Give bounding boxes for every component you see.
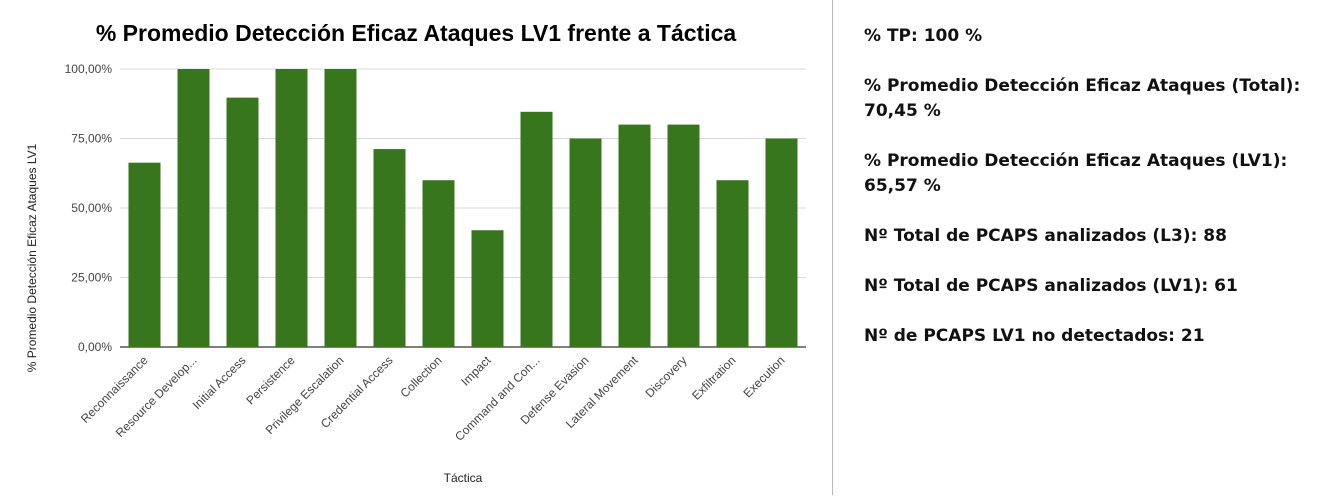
bar[interactable] — [373, 149, 406, 347]
stat-not-detected: Nº de PCAPS LV1 no detectados: 21 — [864, 326, 1205, 346]
chart-panel: % Promedio Detección Eficaz Ataques LV1 … — [25, 20, 806, 485]
y-tick-label: 75,00% — [71, 132, 112, 146]
bar[interactable] — [226, 97, 259, 347]
bar[interactable] — [471, 230, 504, 347]
bar[interactable] — [520, 111, 553, 347]
stat-tp: % TP: 100 % — [864, 26, 983, 46]
y-tick-label: 25,00% — [71, 271, 112, 285]
stats-panel: % TP: 100 % % Promedio Detección Eficaz … — [864, 24, 1304, 374]
bar[interactable] — [618, 124, 651, 347]
y-axis-title: % Promedio Detección Eficaz Ataques LV1 — [25, 143, 39, 372]
bar[interactable] — [128, 162, 161, 347]
y-tick-label: 100,00% — [65, 62, 113, 76]
bar[interactable] — [667, 124, 700, 347]
bars — [128, 69, 798, 348]
stat-avg-lv1: % Promedio Detección Eficaz Ataques (LV1… — [864, 151, 1288, 196]
panel-divider — [832, 0, 833, 495]
bar[interactable] — [716, 180, 749, 347]
gridlines — [120, 68, 806, 348]
y-tick-label: 0,00% — [78, 340, 112, 354]
stat-total-lv1: Nº Total de PCAPS analizados (LV1): 61 — [864, 276, 1238, 296]
x-tick-label: Collection — [397, 353, 444, 400]
bar-chart: % Promedio Detección Eficaz Ataques LV1 … — [25, 20, 806, 485]
x-tick-label: Discovery — [642, 353, 689, 400]
y-tick-label: 50,00% — [71, 201, 112, 215]
stat-avg-total: % Promedio Detección Eficaz Ataques (Tot… — [864, 76, 1301, 121]
x-tick-label: Execution — [740, 353, 787, 400]
y-tick-labels: 0,00% 25,00% 50,00% 75,00% 100,00% — [65, 62, 113, 354]
x-tick-label: Exfiltration — [689, 353, 739, 403]
bar[interactable] — [569, 138, 602, 348]
x-tick-label: Impact — [458, 353, 494, 389]
stat-total-l3: Nº Total de PCAPS analizados (L3): 88 — [864, 226, 1227, 246]
x-axis-title: Táctica — [444, 471, 483, 485]
bar[interactable] — [275, 69, 308, 347]
bar[interactable] — [324, 69, 357, 347]
bar[interactable] — [422, 180, 455, 347]
x-tick-label: Resource Develop... — [113, 353, 200, 440]
x-tick-label: Command and Con... — [452, 353, 543, 444]
bar[interactable] — [177, 69, 210, 347]
chart-title: % Promedio Detección Eficaz Ataques LV1 … — [96, 20, 737, 46]
bar[interactable] — [765, 138, 798, 348]
